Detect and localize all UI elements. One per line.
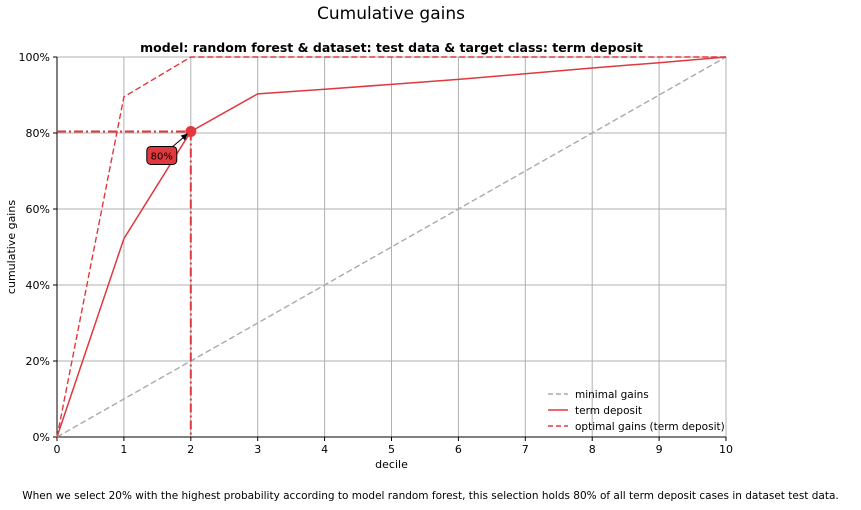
series-line-term-deposit [56, 56, 727, 438]
chart-title: Cumulative gains [317, 4, 465, 24]
legend-label: term deposit [575, 405, 642, 417]
legend-label: optimal gains (term deposit) [575, 421, 725, 433]
legend-label: minimal gains [575, 389, 649, 401]
annotation: 80% [57, 125, 197, 437]
series-line-optimal-gains [56, 56, 726, 438]
highlight-point [185, 125, 197, 137]
chart-caption: When we select 20% with the highest prob… [22, 490, 839, 502]
x-tick-label: 5 [388, 443, 395, 456]
y-tick-label: 80% [26, 127, 50, 140]
x-tick-label: 4 [321, 443, 328, 456]
annotation-label: 80% [151, 151, 173, 162]
x-tick-label: 6 [455, 443, 462, 456]
y-tick-label: 0% [33, 431, 50, 444]
x-tick-label: 2 [187, 443, 194, 456]
annotation-box [146, 145, 178, 165]
y-tick-label: 20% [26, 355, 50, 368]
axes: 0 1 2 3 4 5 6 7 8 9 100%20%40%60%80%100%decilecumu… [5, 51, 733, 471]
x-tick-label: 0 [54, 443, 61, 456]
x-axis-label: decile [375, 458, 408, 471]
y-axis-label: cumulative gains [5, 200, 18, 294]
x-tick-label: 7 [522, 443, 529, 456]
series-lines [56, 56, 727, 438]
x-tick-label: 9 [656, 443, 663, 456]
x-tick-label: 1 [120, 443, 127, 456]
x-tick-label: 3 [254, 443, 261, 456]
annotation-arrowhead [180, 133, 188, 141]
x-tick-label: 8 [589, 443, 596, 456]
y-tick-label: 60% [26, 203, 50, 216]
y-tick-label: 40% [26, 279, 50, 292]
series-line-minimal-gains [56, 56, 727, 438]
y-tick-label: 100% [19, 51, 50, 64]
grid [56, 56, 727, 438]
x-tick-label: 10 [719, 443, 733, 456]
legend: minimal gains term deposit optimal gains (… [548, 389, 725, 433]
chart-subtitle: model: random forest & dataset: test dat… [140, 40, 643, 55]
